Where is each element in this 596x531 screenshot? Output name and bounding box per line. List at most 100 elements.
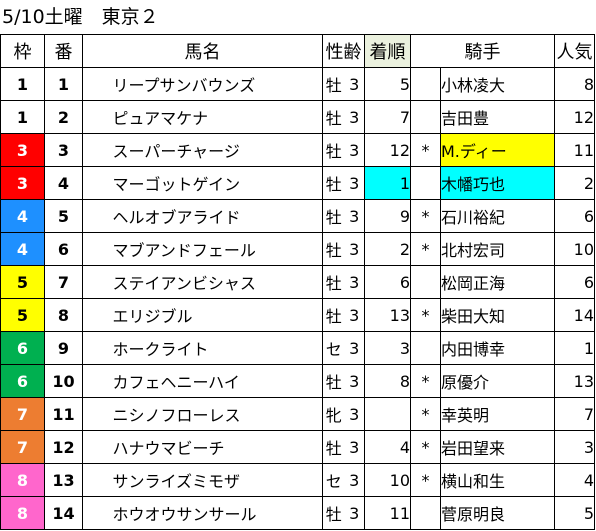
popularity-cell: 11 (554, 133, 595, 167)
table-row: 8 14 ホウオウサンサール牡 3 11 菅原明良 5 (0, 496, 595, 530)
sex-cell: 牡 (322, 166, 345, 200)
age-cell: 3 (344, 100, 365, 134)
popularity-cell: 8 (554, 67, 595, 101)
spacer-cell (82, 430, 113, 464)
mark-cell: * (410, 463, 441, 497)
horse-name-cell: ホウオウサンサール (112, 496, 323, 530)
umaban-cell: 8 (44, 298, 83, 332)
waku-cell: 7 (0, 430, 45, 464)
table-row: 3 3 スーパーチャージ牡 3 12 * M.ディー 11 (0, 133, 595, 167)
mark-cell: * (410, 397, 441, 431)
table-row: 7 12 ハナウマビーチ牡 3 4 * 岩田望来 3 (0, 430, 595, 464)
umaban-cell: 9 (44, 331, 83, 365)
waku-cell: 7 (0, 397, 45, 431)
horse-name-cell: サンライズミモザ (112, 463, 323, 497)
col-header-umaban: 番 (44, 34, 83, 68)
finish-cell: 10 (364, 463, 411, 497)
mark-cell (410, 67, 441, 101)
popularity-cell: 4 (554, 463, 595, 497)
mark-cell: * (410, 298, 441, 332)
sex-cell: 牡 (322, 364, 345, 398)
jockey-cell: 幸英明 (440, 397, 555, 431)
mark-cell (410, 331, 441, 365)
finish-cell: 6 (364, 265, 411, 299)
age-cell: 3 (344, 232, 365, 266)
age-cell: 3 (344, 364, 365, 398)
mark-cell: * (410, 364, 441, 398)
jockey-cell: 吉田豊 (440, 100, 555, 134)
horse-name-cell: スーパーチャージ (112, 133, 323, 167)
header-row: 枠 番 馬名 性齢 着順 騎手 人気 (0, 34, 595, 68)
mark-cell (410, 166, 441, 200)
spacer-cell (82, 199, 113, 233)
horse-name-cell: エリジブル (112, 298, 323, 332)
umaban-cell: 2 (44, 100, 83, 134)
umaban-cell: 14 (44, 496, 83, 530)
popularity-cell: 12 (554, 100, 595, 134)
finish-cell: 7 (364, 100, 411, 134)
finish-cell: 12 (364, 133, 411, 167)
col-header-finish: 着順 (364, 34, 411, 68)
age-cell: 3 (344, 463, 365, 497)
jockey-cell: 横山和生 (440, 463, 555, 497)
horse-name-cell: ホークライト (112, 331, 323, 365)
finish-cell (364, 397, 411, 431)
col-header-popularity: 人気 (554, 34, 595, 68)
waku-cell: 4 (0, 199, 45, 233)
spacer-cell (82, 463, 113, 497)
mark-cell: * (410, 199, 441, 233)
umaban-cell: 13 (44, 463, 83, 497)
umaban-cell: 6 (44, 232, 83, 266)
horse-name-cell: ステイアンビシャス (112, 265, 323, 299)
table-row: 4 5 ヘルオブアライド牡 3 9 * 石川裕紀 6 (0, 199, 595, 233)
spacer-cell (82, 67, 113, 101)
finish-cell: 4 (364, 430, 411, 464)
table-row: 4 6 マブアンドフェール牡 3 2 * 北村宏司 10 (0, 232, 595, 266)
mark-cell (410, 496, 441, 530)
mark-cell: * (410, 133, 441, 167)
jockey-cell: 石川裕紀 (440, 199, 555, 233)
spacer-cell (82, 331, 113, 365)
jockey-cell: 木幡巧也 (440, 166, 555, 200)
waku-cell: 3 (0, 166, 45, 200)
jockey-cell: 岩田望来 (440, 430, 555, 464)
age-cell: 3 (344, 67, 365, 101)
waku-cell: 6 (0, 364, 45, 398)
horse-name-cell: ニシノフローレス (112, 397, 323, 431)
age-cell: 3 (344, 496, 365, 530)
jockey-cell: 北村宏司 (440, 232, 555, 266)
age-cell: 3 (344, 166, 365, 200)
table-row: 6 9 ホークライトセ 3 3 内田博幸 1 (0, 331, 595, 365)
sex-cell: 牡 (322, 67, 345, 101)
table-row: 5 8 エリジブル牡 3 13 * 柴田大知 14 (0, 298, 595, 332)
popularity-cell: 6 (554, 265, 595, 299)
popularity-cell: 6 (554, 199, 595, 233)
popularity-cell: 2 (554, 166, 595, 200)
waku-cell: 5 (0, 298, 45, 332)
finish-cell: 9 (364, 199, 411, 233)
col-header-horse: 馬名 (82, 34, 323, 68)
horse-name-cell: カフェヘニーハイ (112, 364, 323, 398)
table-row: 5 7 ステイアンビシャス牡 3 6 松岡正海 6 (0, 265, 595, 299)
sex-cell: 牡 (322, 232, 345, 266)
popularity-cell: 5 (554, 496, 595, 530)
col-header-waku: 枠 (0, 34, 45, 68)
umaban-cell: 3 (44, 133, 83, 167)
table-row: 3 4 マーゴットゲイン牡 3 1 木幡巧也 2 (0, 166, 595, 200)
spacer-cell (82, 364, 113, 398)
popularity-cell: 7 (554, 397, 595, 431)
table-row: 8 13 サンライズミモザセ 3 10 * 横山和生 4 (0, 463, 595, 497)
table-row: 1 1 リープサンバウンズ牡 3 5 小林凌大 8 (0, 67, 595, 101)
sex-cell: 牡 (322, 430, 345, 464)
umaban-cell: 1 (44, 67, 83, 101)
waku-cell: 1 (0, 67, 45, 101)
horse-name-cell: ヘルオブアライド (112, 199, 323, 233)
umaban-cell: 12 (44, 430, 83, 464)
mark-cell: * (410, 430, 441, 464)
table-row: 6 10 カフェヘニーハイ牡 3 8 * 原優介 13 (0, 364, 595, 398)
sex-cell: 牡 (322, 265, 345, 299)
col-header-jockey: 騎手 (410, 34, 555, 68)
age-cell: 3 (344, 265, 365, 299)
jockey-cell: 松岡正海 (440, 265, 555, 299)
waku-cell: 8 (0, 463, 45, 497)
